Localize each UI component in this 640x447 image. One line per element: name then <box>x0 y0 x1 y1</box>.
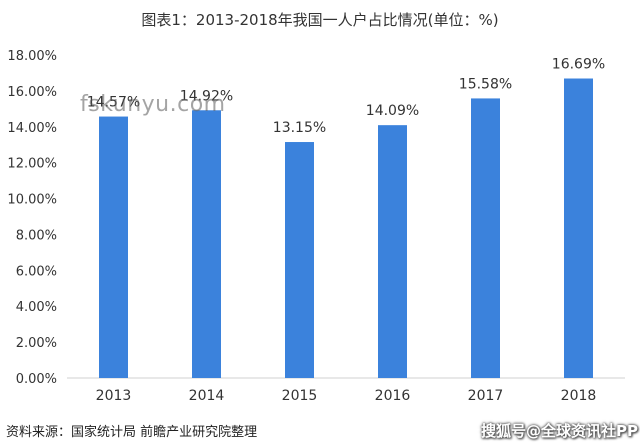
bars <box>99 78 593 379</box>
data-label-2013: 14.57% <box>87 95 140 111</box>
y-tick-label: 6.00% <box>16 264 57 279</box>
x-tick-label: 2018 <box>561 388 597 404</box>
y-tick-label: 18.00% <box>7 49 57 64</box>
bar-2018 <box>564 78 593 378</box>
bar-2015 <box>285 142 314 378</box>
data-label-2016: 14.09% <box>366 103 419 119</box>
x-tick-label: 2015 <box>282 388 318 404</box>
data-label-2018: 16.69% <box>552 57 605 73</box>
site-watermark: fskunyu.com <box>80 92 226 117</box>
y-tick-label: 2.00% <box>16 336 57 351</box>
y-tick-label: 16.00% <box>7 85 57 100</box>
y-tick-label: 8.00% <box>16 228 57 243</box>
bar-2014 <box>192 110 221 378</box>
data-label-2017: 15.58% <box>459 76 512 92</box>
y-tick-label: 12.00% <box>7 157 57 172</box>
data-label-2014: 14.92% <box>180 88 233 104</box>
sohu-watermark: 搜狐号@全球资讯社PP <box>481 422 638 440</box>
y-tick-label: 0.00% <box>16 372 57 387</box>
chart-title: 图表1：2013-2018年我国一人户占比情况(单位：%) <box>141 11 499 29</box>
bar-2017 <box>471 98 500 379</box>
x-tick-label: 2017 <box>468 388 504 404</box>
y-tick-label: 4.00% <box>16 300 57 315</box>
y-axis-ticks: 0.00% 2.00% 4.00% 6.00% 8.00% 10.00% 12.00% 14.… <box>7 49 57 387</box>
y-tick-label: 10.00% <box>7 193 57 208</box>
bar-2013 <box>99 116 128 379</box>
data-label-2015: 13.15% <box>273 120 326 136</box>
x-axis-ticks: 2013 2014 2015 2016 2017 2018 <box>96 388 597 404</box>
x-tick-label: 2014 <box>189 388 225 404</box>
data-labels: 14.57% 14.92% 13.15% 14.09% 15.58% 16.69% <box>87 57 605 137</box>
x-tick-label: 2016 <box>375 388 411 404</box>
source-note: 资料来源：国家统计局 前瞻产业研究院整理 <box>6 425 258 440</box>
bar-2016 <box>378 125 407 378</box>
x-tick-label: 2013 <box>96 388 132 404</box>
y-tick-label: 14.00% <box>7 121 57 136</box>
